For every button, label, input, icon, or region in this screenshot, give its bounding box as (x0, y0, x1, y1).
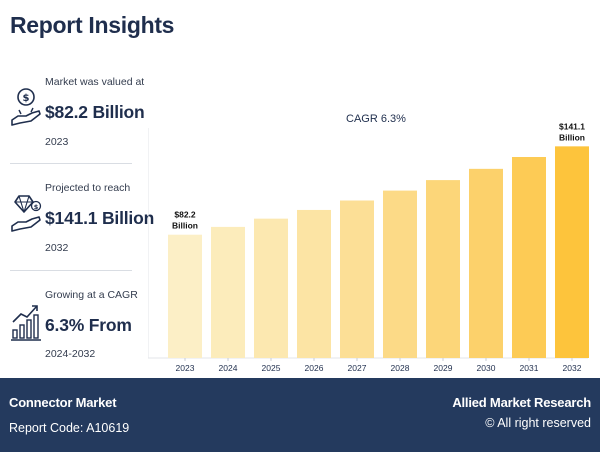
x-tick-label: 2032 (563, 363, 582, 373)
market-name: Connector Market (9, 395, 117, 410)
diamond-hand-icon: $ (11, 195, 42, 232)
stat-value: $82.2 Billion (45, 102, 145, 122)
svg-text:$: $ (34, 203, 39, 211)
stat-cagr: Growing at a CAGR 6.3% From 2024-2032 (10, 286, 138, 366)
x-tick-label: 2025 (262, 363, 281, 373)
report-code: Report Code: A10619 (9, 421, 130, 435)
bar-chart: CAGR 6.3% 2023 2024 2025 2026 2027 2028 2029 203… (148, 113, 589, 373)
data-label: Billion (559, 132, 585, 142)
stat-projected-value: $ Projected to reach $141.1 Billion 2032 (10, 180, 154, 260)
stat-label: Projected to reach (45, 182, 131, 194)
brand-name: Allied Market Research (452, 395, 591, 410)
bar-2032 (555, 146, 589, 358)
stat-value: $141.1 Billion (45, 208, 155, 228)
x-tick-label: 2030 (477, 363, 496, 373)
data-label: Billion (172, 221, 198, 231)
divider (10, 270, 132, 271)
money-hand-icon: $ (11, 88, 41, 126)
bar-2026 (297, 209, 331, 358)
bar-2030 (469, 168, 503, 358)
stat-label: Market was valued at (45, 76, 145, 88)
x-tick-label: 2023 (176, 363, 195, 373)
bar-2029 (426, 180, 460, 358)
stat-label: Growing at a CAGR (45, 289, 138, 301)
stat-market-value: $ Market was valued at $82.2 Billion 202… (10, 72, 145, 152)
bar-2024 (211, 226, 245, 358)
copyright: © All right reserved (485, 416, 591, 430)
x-tick-label: 2024 (219, 363, 238, 373)
data-label: $82.2 (174, 210, 196, 220)
svg-text:$: $ (23, 93, 30, 104)
x-tick-label: 2031 (520, 363, 539, 373)
bar-2031 (512, 157, 546, 358)
chart-title: CAGR 6.3% (346, 113, 406, 125)
divider (10, 163, 132, 164)
x-tick-label: 2026 (305, 363, 324, 373)
x-tick-label: 2028 (391, 363, 410, 373)
page-title: Report Insights (10, 12, 175, 38)
footer: Connector Market Report Code: A10619 All… (0, 378, 600, 452)
x-tick-label: 2027 (348, 363, 367, 373)
stat-year: 2032 (45, 242, 69, 254)
stat-value: 6.3% From (45, 315, 132, 335)
bar-2023 (168, 234, 202, 358)
data-label: $141.1 (559, 121, 585, 131)
bar-2027 (340, 200, 374, 358)
growth-chart-icon (11, 305, 41, 341)
stat-year: 2024-2032 (45, 348, 96, 360)
x-tick-label: 2029 (434, 363, 453, 373)
stat-year: 2023 (45, 136, 69, 148)
bar-2025 (254, 218, 288, 358)
bar-2028 (383, 190, 417, 358)
